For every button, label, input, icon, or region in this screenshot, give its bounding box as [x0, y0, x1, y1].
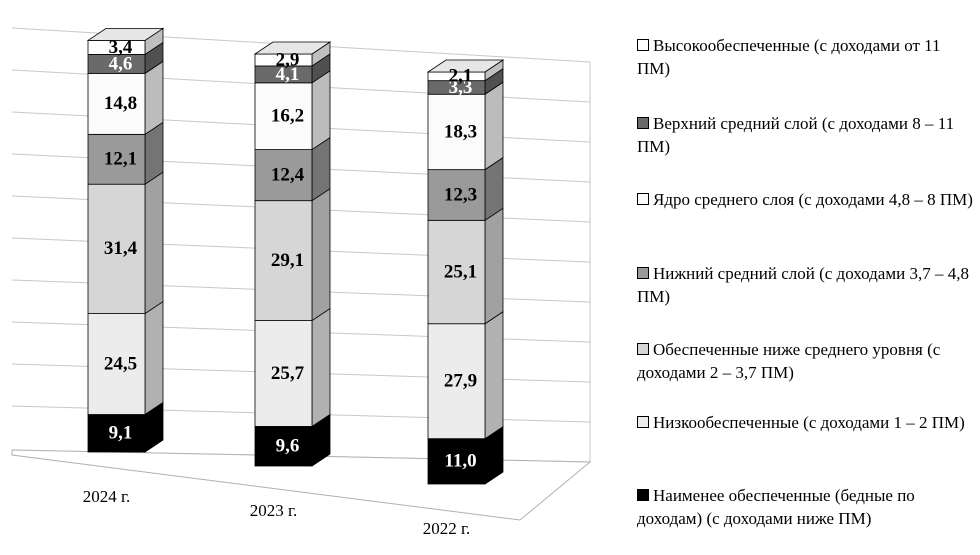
value-label: 2,9: [276, 49, 300, 70]
value-label: 9,1: [109, 423, 133, 444]
value-label: 29,1: [271, 250, 304, 271]
bar-segment: [427, 438, 486, 485]
bar-segment: [254, 82, 313, 150]
value-label: 16,2: [271, 106, 304, 127]
bar-side: [484, 81, 504, 171]
bar-segment: [427, 323, 486, 440]
bar-segment: [427, 219, 486, 325]
bar-segment: [254, 149, 313, 202]
bar-side: [144, 60, 164, 136]
x-tick-label: 2022 г.: [423, 519, 471, 538]
legend-label: Нижний средний слой (с доходами 3,7 – 4,…: [637, 264, 969, 306]
bar-segment: [427, 93, 486, 171]
bar-segment: [254, 320, 313, 427]
value-label: 4,6: [109, 53, 133, 74]
bar-side: [311, 70, 331, 151]
legend-swatch: [637, 267, 649, 279]
legend-label: Наименее обеспеченные (бедные по доходам…: [637, 486, 915, 528]
bar-segment: [87, 313, 146, 415]
legend-swatch: [637, 416, 649, 428]
value-label: 24,5: [104, 353, 137, 374]
bar-top: [86, 28, 165, 41]
bar-side: [144, 171, 164, 315]
value-label: 18,3: [444, 121, 477, 142]
value-label: 9,6: [276, 436, 300, 457]
value-label: 25,1: [444, 261, 477, 282]
value-label: 4,1: [276, 64, 300, 85]
bar-segment: [254, 200, 313, 321]
legend-entry: Низкообеспеченные (с доходами 1 – 2 ПМ): [637, 411, 973, 434]
value-label: 3,3: [449, 77, 473, 98]
value-label: 12,4: [271, 164, 305, 185]
bar-segment: [427, 169, 486, 221]
value-label: 27,9: [444, 371, 477, 392]
bar-segment: [254, 426, 313, 467]
value-label: 25,7: [271, 363, 305, 384]
legend-swatch: [637, 117, 649, 129]
legend-label: Ядро среднего слоя (с доходами 4,8 – 8 П…: [653, 190, 973, 209]
bar-side: [484, 207, 504, 325]
legend-label: Обеспеченные ниже среднего уровня (с дох…: [637, 340, 941, 382]
legend-label: Верхний средний слой (с доходами 8 – 11 …: [637, 114, 955, 156]
value-label: 2,1: [449, 66, 473, 87]
legend-swatch: [637, 489, 649, 501]
legend-entry: Ядро среднего слоя (с доходами 4,8 – 8 П…: [637, 188, 973, 211]
bar-side: [311, 307, 331, 428]
legend-entry: Верхний средний слой (с доходами 8 – 11 …: [637, 112, 973, 158]
legend-entry: Наименее обеспеченные (бедные по доходам…: [637, 484, 973, 530]
bar-side: [484, 310, 504, 440]
x-tick-label: 2024 г.: [83, 487, 131, 506]
value-label: 12,3: [444, 184, 477, 205]
value-label: 31,4: [104, 238, 138, 259]
bar-top: [426, 59, 505, 73]
value-label: 12,1: [104, 149, 137, 170]
legend-swatch: [637, 193, 649, 205]
plot: 9,1 24,5 31,4 12,1 14,8 4,63,4 2024 г. 9,6 25,7 2…: [11, 27, 592, 538]
legend-entry: Высокообеспеченные (с доходами от 11 ПМ): [637, 34, 973, 80]
bar-side: [144, 300, 164, 416]
legend-entry: Обеспеченные ниже среднего уровня (с дох…: [637, 338, 973, 384]
bar-segment: [87, 414, 146, 453]
value-label: 3,4: [109, 37, 133, 58]
legend-label: Высокообеспеченные (с доходами от 11 ПМ): [637, 36, 941, 78]
value-label: 11,0: [444, 451, 476, 472]
legend-label: Низкообеспеченные (с доходами 1 – 2 ПМ): [653, 413, 965, 432]
legend-swatch: [637, 343, 649, 355]
bar-top: [253, 41, 332, 55]
bar-segment: [87, 183, 146, 314]
x-tick-label: 2023 г.: [250, 501, 298, 520]
legend-swatch: [637, 39, 649, 51]
bar-side: [311, 187, 331, 322]
legend-entry: Нижний средний слой (с доходами 3,7 – 4,…: [637, 262, 973, 308]
value-label: 14,8: [104, 93, 137, 114]
